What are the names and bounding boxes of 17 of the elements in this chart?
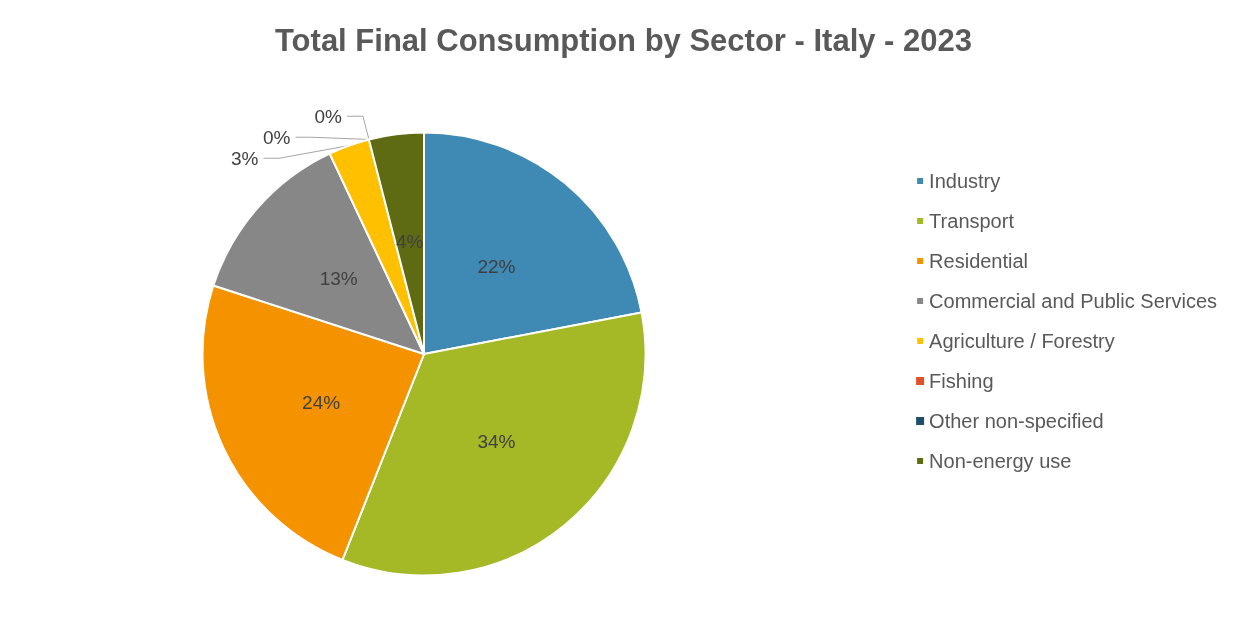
data-label: 22%	[477, 255, 516, 277]
legend-label: Agriculture / Forestry	[929, 330, 1115, 352]
legend-label: Other non-specified	[929, 410, 1104, 432]
legend-label: Transport	[929, 210, 1015, 232]
text: 0%	[314, 105, 342, 127]
legend-label: Industry	[929, 170, 1001, 192]
text: 0%	[263, 126, 291, 148]
data-label: 4%	[396, 230, 424, 252]
data-label: 13%	[319, 268, 358, 290]
data-label: 34%	[477, 431, 516, 453]
data-label: 3%	[230, 147, 259, 169]
legend-label: Residential	[929, 250, 1029, 272]
data-label: 24%	[302, 391, 341, 413]
chart-title: Total Final Consumption by Sector - Italy - 2023	[274, 23, 973, 58]
legend-label: Fishing	[929, 370, 994, 392]
legend-label: Commercial and Public Services	[929, 290, 1218, 312]
legend-label: Non-energy use	[929, 450, 1072, 472]
